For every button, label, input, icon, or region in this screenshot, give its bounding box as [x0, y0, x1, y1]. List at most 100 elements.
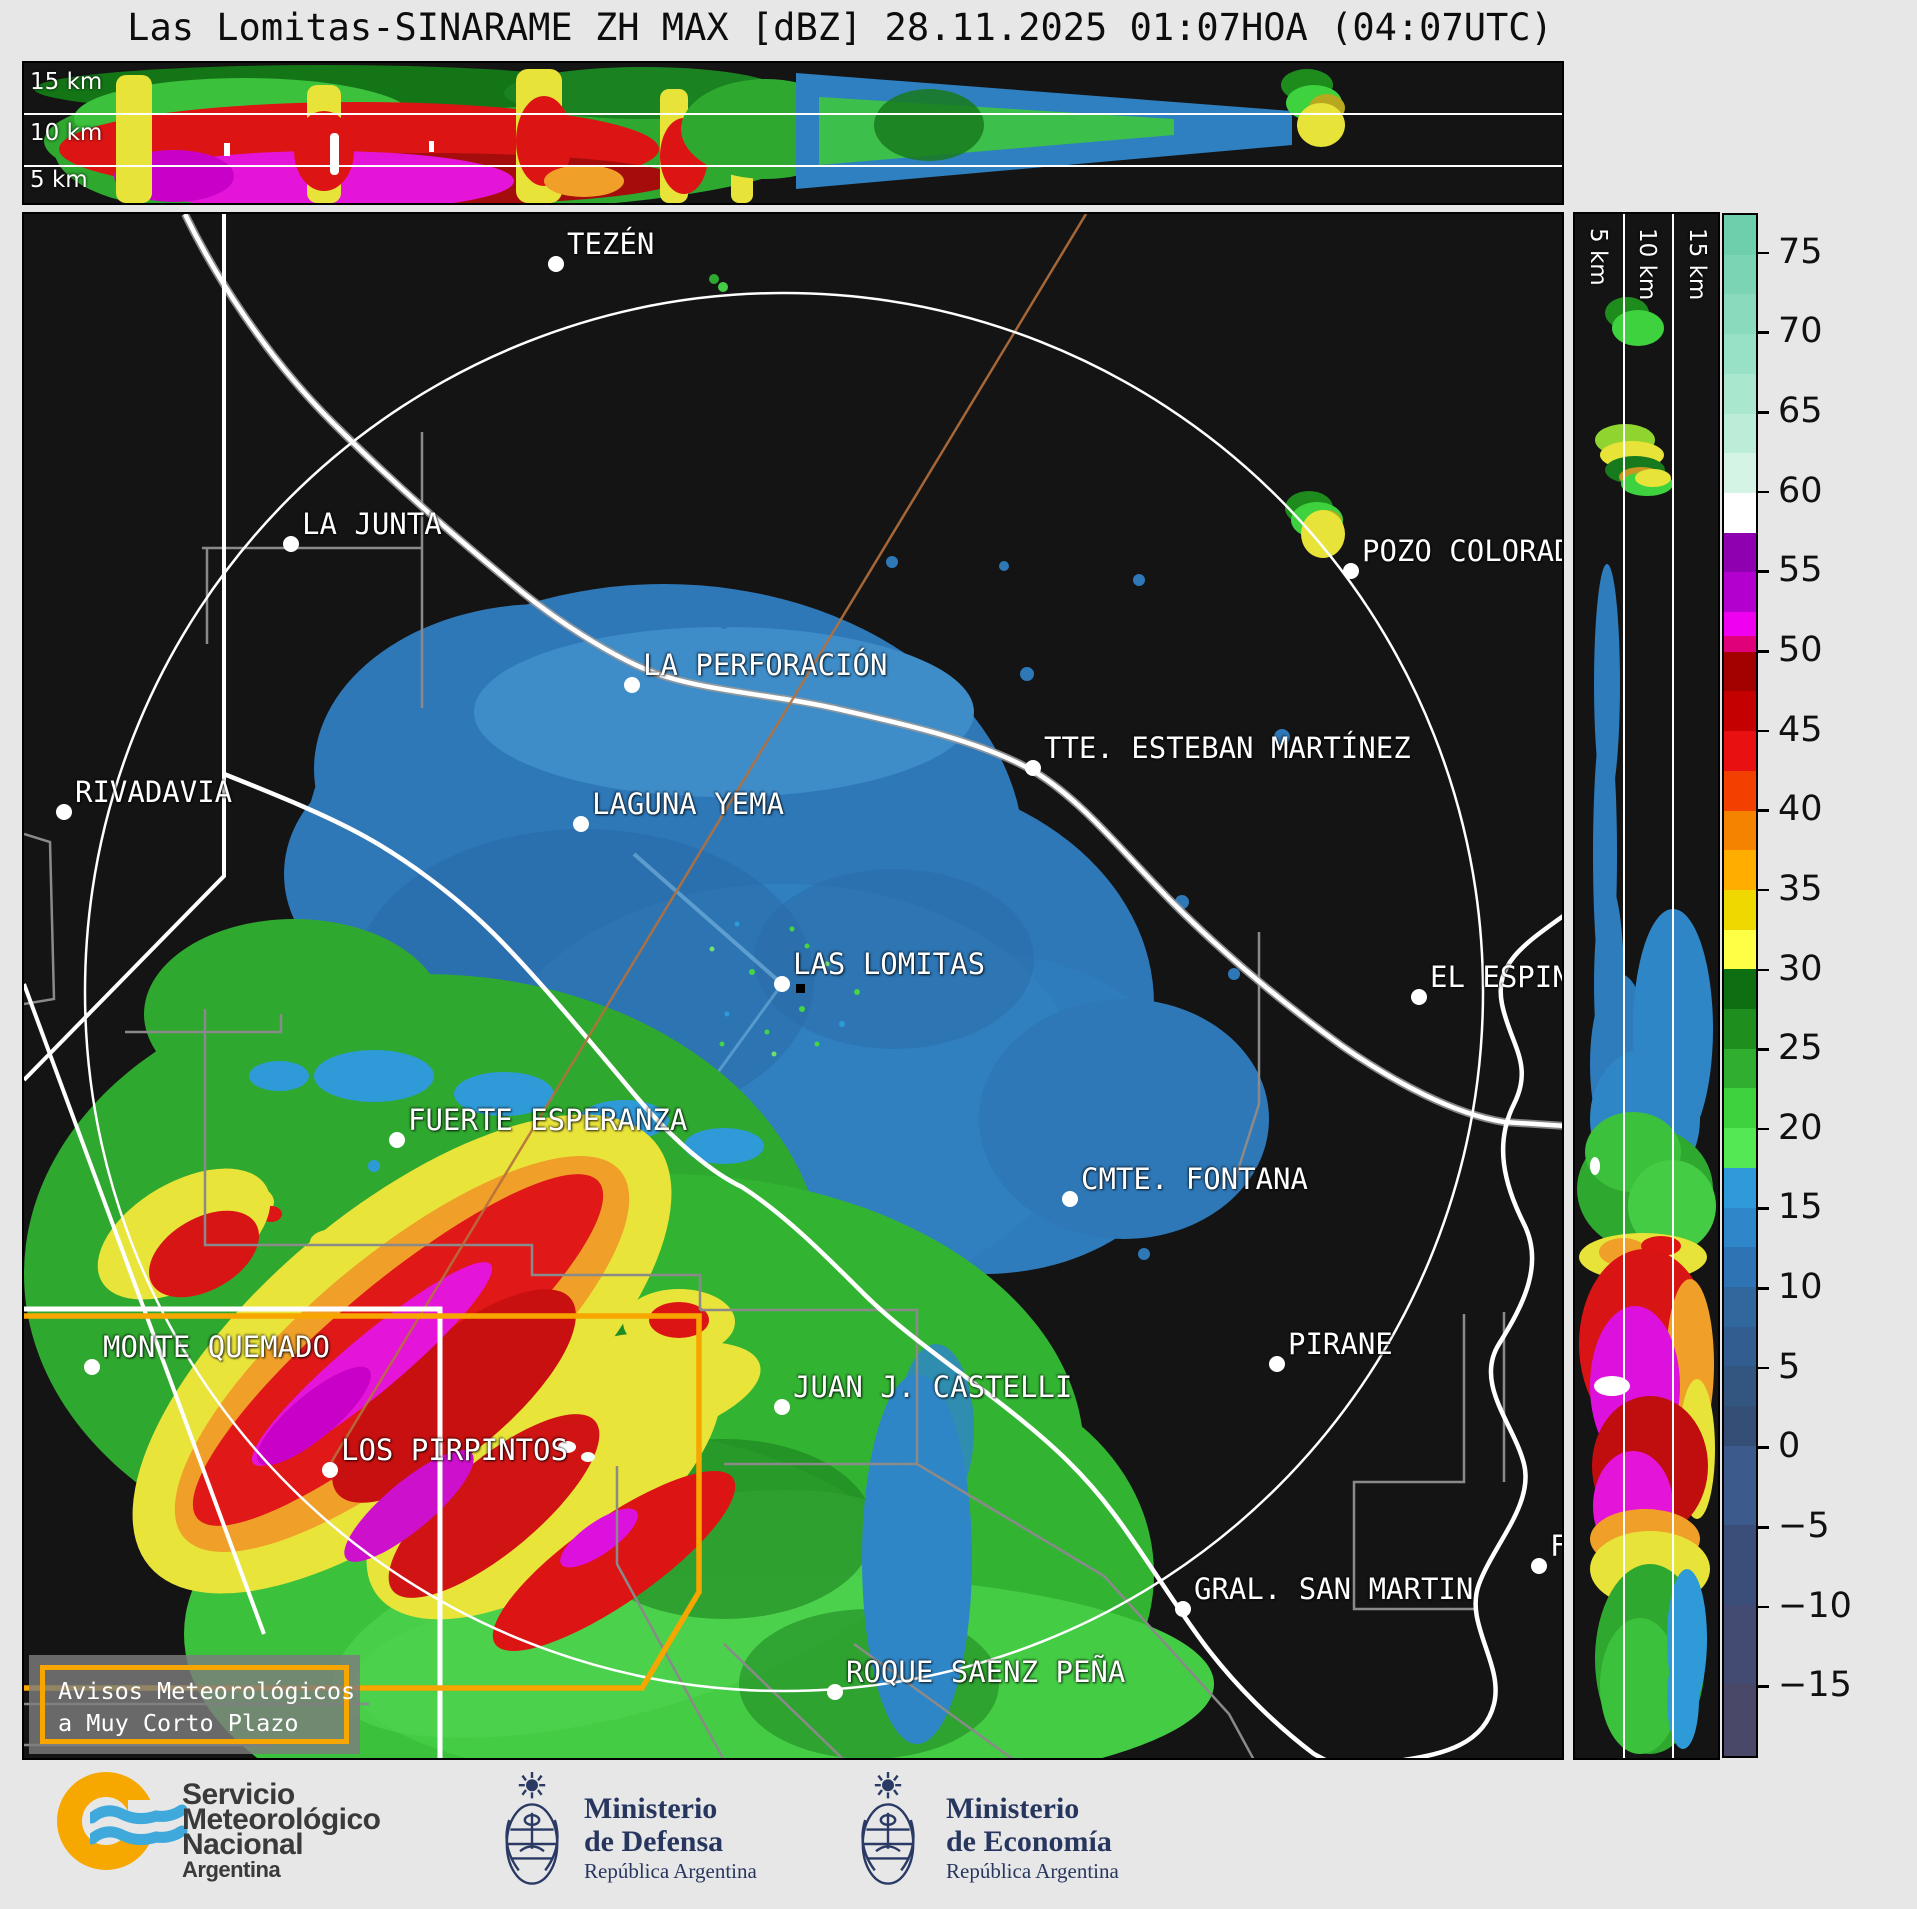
colorbar-segment [1724, 810, 1756, 851]
city-label: TTE. ESTEBAN MARTÍNEZ [1044, 731, 1411, 765]
colorbar-segment [1724, 770, 1756, 811]
smn-line4: Argentina [182, 1857, 281, 1882]
city-label: LOS PIRPINTOS [341, 1433, 568, 1467]
colorbar-tick-label: 40 [1778, 789, 1823, 830]
colorbar-tick-label: −10 [1778, 1585, 1852, 1626]
colorbar-segment [1724, 1128, 1756, 1168]
colorbar-segment [1724, 413, 1756, 454]
colorbar-segment [1724, 691, 1756, 732]
map-cities: TEZÉN LA JUNTA LA PERFORACIÓN TTE. ESTEBAN … [24, 214, 1562, 1758]
map-panel: TEZÉN LA JUNTA LA PERFORACIÓN TTE. ESTEBAN … [22, 212, 1564, 1760]
colorbar-segment [1724, 1207, 1756, 1248]
city-dot [1269, 1356, 1285, 1372]
colorbar-segment [1724, 1088, 1756, 1129]
colorbar-segment [1724, 1604, 1756, 1685]
height-label: 10 km [1634, 228, 1660, 301]
colorbar-segment [1724, 1326, 1756, 1367]
colorbar-tick-label: 20 [1778, 1108, 1823, 1149]
colorbar-tick-label: 35 [1778, 869, 1823, 910]
city-label: FORMOSA [1550, 1531, 1562, 1562]
city-dot [283, 536, 299, 552]
colorbar-segment [1724, 1684, 1756, 1756]
city-label: GRAL. SAN MARTIN [1194, 1572, 1474, 1606]
colorbar-segment [1724, 1445, 1756, 1526]
colorbar-segment [1724, 1286, 1756, 1327]
colorbar-segment [1724, 1009, 1756, 1049]
height-label: 15 km [30, 69, 103, 95]
city-label: JUAN J. CASTELLI [793, 1370, 1073, 1404]
warning-box-line2: a Muy Corto Plazo [58, 1709, 299, 1737]
height-label: 5 km [30, 167, 88, 193]
city-dot [1531, 1558, 1547, 1574]
radar-clutter-speckles [709, 921, 860, 1057]
colorbar-segment [1724, 612, 1756, 636]
city-label: ROQUE SAENZ PEÑA [846, 1655, 1126, 1689]
economia-line1: Ministerio [946, 1792, 1080, 1825]
colorbar-segment [1724, 254, 1756, 295]
colorbar-tick-label: 10 [1778, 1267, 1823, 1308]
colorbar-segment [1724, 635, 1756, 652]
city-label: TEZÉN [567, 227, 655, 261]
city-dot [1062, 1191, 1078, 1207]
colorbar-segment [1724, 929, 1756, 970]
colorbar-tick [1758, 1446, 1769, 1449]
smn-waves-icon [90, 1804, 188, 1846]
economia-line3: República Argentina [946, 1859, 1119, 1883]
colorbar-segment [1724, 651, 1756, 692]
colorbar-tick-label: 50 [1778, 630, 1823, 671]
smn-logo-text: Servicio Meteorológico Nacional Argentin… [182, 1778, 381, 1883]
city-label: PIRANE [1288, 1327, 1393, 1361]
colorbar-tick [1758, 1207, 1769, 1210]
city-dot [84, 1359, 100, 1375]
city-dot [1411, 989, 1427, 1005]
top-cross-section-panel: 15 km 10 km 5 km [22, 61, 1564, 205]
colorbar-segment [1724, 1167, 1756, 1208]
smn-line3: Nacional [182, 1828, 304, 1861]
city-label: LA PERFORACIÓN [643, 648, 888, 682]
colorbar-segment [1724, 889, 1756, 930]
city-dot [1343, 563, 1359, 579]
colorbar-segment [1724, 731, 1756, 771]
colorbar-tick [1758, 1127, 1769, 1131]
page-title: Las Lomitas-SINARAME ZH MAX [dBZ] 28.11.… [127, 6, 1553, 49]
city-label: LA JUNTA [302, 507, 442, 541]
colorbar-tick [1758, 570, 1769, 573]
smn-line2: Meteorológico [182, 1803, 381, 1836]
city-dot [389, 1132, 405, 1148]
colorbar-segment [1724, 969, 1756, 1010]
colorbar-tick [1758, 411, 1769, 414]
city-label: FUERTE ESPERANZA [408, 1103, 688, 1137]
colorbar-segment [1724, 294, 1756, 335]
city-label: CMTE. FONTANA [1081, 1162, 1308, 1196]
colorbar-tick-label: 45 [1778, 709, 1823, 750]
rivers [182, 214, 1562, 1758]
colorbar-tick [1758, 331, 1769, 334]
colorbar-segment [1724, 215, 1756, 255]
colorbar-tick-label: 60 [1778, 470, 1823, 511]
top-cross-section-plot [24, 63, 1562, 203]
city-dot [56, 804, 72, 820]
colorbar-tick [1758, 490, 1769, 494]
city-dot [774, 1399, 790, 1415]
colorbar-tick-label: 55 [1778, 550, 1823, 591]
warning-polygon-orange [24, 1313, 702, 1691]
admin-boundaries [24, 432, 1506, 1758]
colorbar-tick [1758, 1685, 1769, 1688]
warning-box: Avisos Meteorológicos a Muy Corto Plazo [29, 1655, 360, 1754]
city-dot [827, 1684, 843, 1700]
colorbar-tick [1758, 729, 1769, 733]
city-dot [1175, 1601, 1191, 1617]
city-label: RIVADAVIA [75, 775, 233, 809]
colorbar-segment [1724, 1406, 1756, 1446]
footer: Servicio Meteorológico Nacional Argentin… [0, 1760, 1917, 1909]
colorbar-segment [1724, 492, 1756, 533]
city-label: LAS LOMITAS [793, 947, 986, 981]
city-label: POZO COLORADO [1362, 534, 1562, 568]
city-dot [774, 976, 790, 992]
colorbar-tick [1758, 251, 1769, 255]
warning-polygon-white [24, 1306, 443, 1758]
smn-line1: Servicio [182, 1778, 295, 1811]
defensa-line3: República Argentina [584, 1859, 757, 1883]
colorbar-tick [1758, 888, 1769, 892]
